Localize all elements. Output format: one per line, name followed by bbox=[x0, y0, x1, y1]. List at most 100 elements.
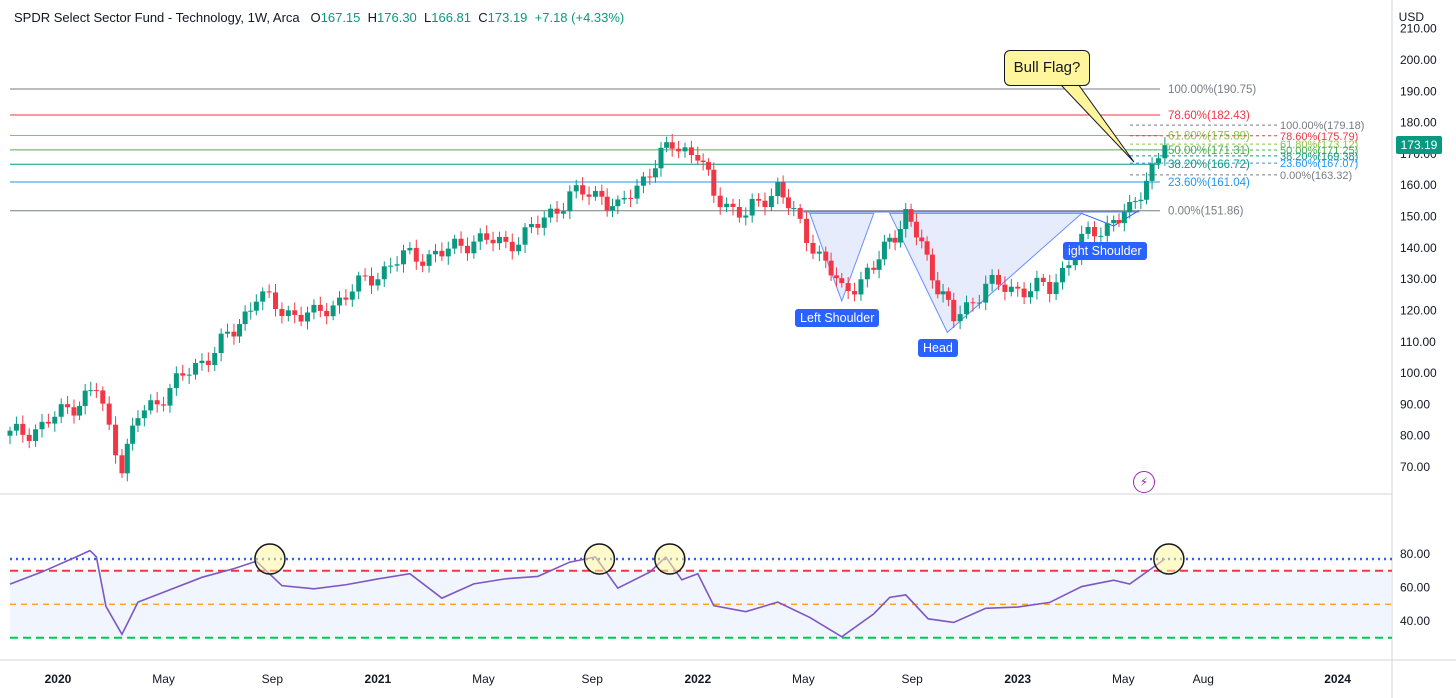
candle-body bbox=[318, 305, 323, 311]
candle-body bbox=[935, 280, 940, 294]
candle-body bbox=[510, 242, 515, 251]
candle-body bbox=[516, 245, 521, 252]
candle-body bbox=[1111, 220, 1116, 223]
candle-body bbox=[20, 424, 25, 435]
right-shoulder-tag[interactable]: ight Shoulder bbox=[1063, 242, 1147, 260]
candle-body bbox=[919, 237, 924, 241]
candle-body bbox=[737, 207, 742, 218]
price-axis-label: 70.00 bbox=[1400, 460, 1430, 474]
time-axis-label: 2021 bbox=[365, 672, 392, 686]
fib-level-label: 78.60%(182.43) bbox=[1168, 110, 1250, 122]
candle-body bbox=[237, 324, 242, 336]
time-axis-label: May bbox=[792, 672, 815, 686]
candle-body bbox=[180, 373, 185, 375]
candle-body bbox=[743, 216, 748, 218]
rsi-axis-label: 60.00 bbox=[1400, 581, 1430, 595]
candle-body bbox=[39, 422, 44, 429]
candle-body bbox=[689, 147, 694, 155]
fib-level-label: 38.20%(166.72) bbox=[1168, 159, 1250, 171]
bull-flag-callout[interactable]: Bull Flag? bbox=[1004, 50, 1090, 86]
candle-body bbox=[267, 291, 272, 292]
candle-body bbox=[206, 361, 211, 365]
lightning-icon[interactable]: ⚡ bbox=[1133, 471, 1155, 493]
price-axis-label: 110.00 bbox=[1400, 335, 1436, 349]
candle-body bbox=[199, 361, 204, 363]
symbol-title: SPDR Select Sector Fund - Technology, 1W… bbox=[14, 10, 300, 25]
candle-body bbox=[1086, 227, 1091, 234]
candle-body bbox=[231, 332, 236, 337]
candle-body bbox=[523, 227, 528, 244]
candle-body bbox=[452, 239, 457, 249]
candle-body bbox=[497, 237, 502, 243]
candle-body bbox=[248, 311, 253, 312]
candle-body bbox=[898, 229, 903, 243]
left-shoulder-tag[interactable]: Left Shoulder bbox=[795, 309, 879, 327]
time-axis-label: 2022 bbox=[684, 672, 711, 686]
candle-body bbox=[420, 262, 425, 266]
candle-body bbox=[593, 191, 598, 197]
rsi-axis-label: 40.00 bbox=[1400, 614, 1430, 628]
candle-body bbox=[1133, 201, 1138, 202]
candle-body bbox=[363, 275, 368, 276]
candle-body bbox=[433, 251, 438, 254]
high-value: 176.30 bbox=[377, 10, 417, 25]
candle-body bbox=[414, 248, 419, 262]
candle-body bbox=[407, 248, 412, 250]
time-axis-label: 2024 bbox=[1324, 672, 1351, 686]
candle-body bbox=[641, 177, 646, 186]
candle-body bbox=[142, 410, 147, 418]
candle-body bbox=[977, 303, 982, 304]
time-axis-label: May bbox=[472, 672, 495, 686]
candle-body bbox=[990, 275, 995, 284]
candle-body bbox=[858, 279, 863, 294]
price-axis-label: 160.00 bbox=[1400, 178, 1437, 192]
candle-body bbox=[1054, 282, 1059, 294]
candle-body bbox=[846, 283, 851, 291]
candle-body bbox=[187, 375, 192, 376]
rsi-highlight-circle bbox=[655, 544, 685, 574]
candle-body bbox=[77, 406, 82, 416]
candle-body bbox=[599, 191, 604, 197]
candle-body bbox=[1122, 212, 1127, 223]
candle-body bbox=[337, 298, 342, 306]
price-axis-label: 100.00 bbox=[1400, 366, 1437, 380]
candle-body bbox=[273, 292, 278, 309]
candle-body bbox=[113, 425, 118, 456]
time-axis-label: May bbox=[152, 672, 175, 686]
price-axis-label: 190.00 bbox=[1400, 84, 1437, 98]
candle-body bbox=[471, 242, 476, 254]
candle-body bbox=[1028, 291, 1033, 297]
candle-body bbox=[1015, 287, 1020, 289]
candle-body bbox=[260, 291, 265, 301]
candle-body bbox=[852, 291, 857, 294]
time-axis-label: Sep bbox=[901, 672, 923, 686]
candle-body bbox=[167, 388, 172, 406]
candle-body bbox=[529, 224, 534, 227]
candle-body bbox=[155, 400, 160, 404]
candle-body bbox=[324, 311, 329, 316]
candle-body bbox=[343, 298, 348, 300]
candle-body bbox=[615, 199, 620, 206]
candle-body bbox=[946, 291, 951, 300]
candle-body bbox=[775, 182, 780, 196]
candle-body bbox=[750, 199, 755, 216]
candle-body bbox=[951, 300, 956, 321]
candle-body bbox=[46, 422, 51, 424]
last-price-tag: 173.19 bbox=[1396, 136, 1442, 154]
candle-body bbox=[59, 404, 64, 417]
candle-body bbox=[829, 261, 834, 276]
head-tag[interactable]: Head bbox=[918, 339, 958, 357]
candle-body bbox=[71, 407, 76, 415]
candle-body bbox=[1162, 145, 1167, 158]
candle-body bbox=[465, 246, 470, 253]
candle-body bbox=[446, 249, 451, 257]
candle-body bbox=[865, 268, 870, 280]
candle-body bbox=[52, 417, 57, 424]
candle-body bbox=[756, 199, 761, 201]
candle-body bbox=[174, 373, 179, 388]
candle-body bbox=[1002, 285, 1007, 292]
candle-body bbox=[871, 268, 876, 270]
close-value: 173.19 bbox=[488, 10, 528, 25]
candle-body bbox=[65, 404, 70, 407]
